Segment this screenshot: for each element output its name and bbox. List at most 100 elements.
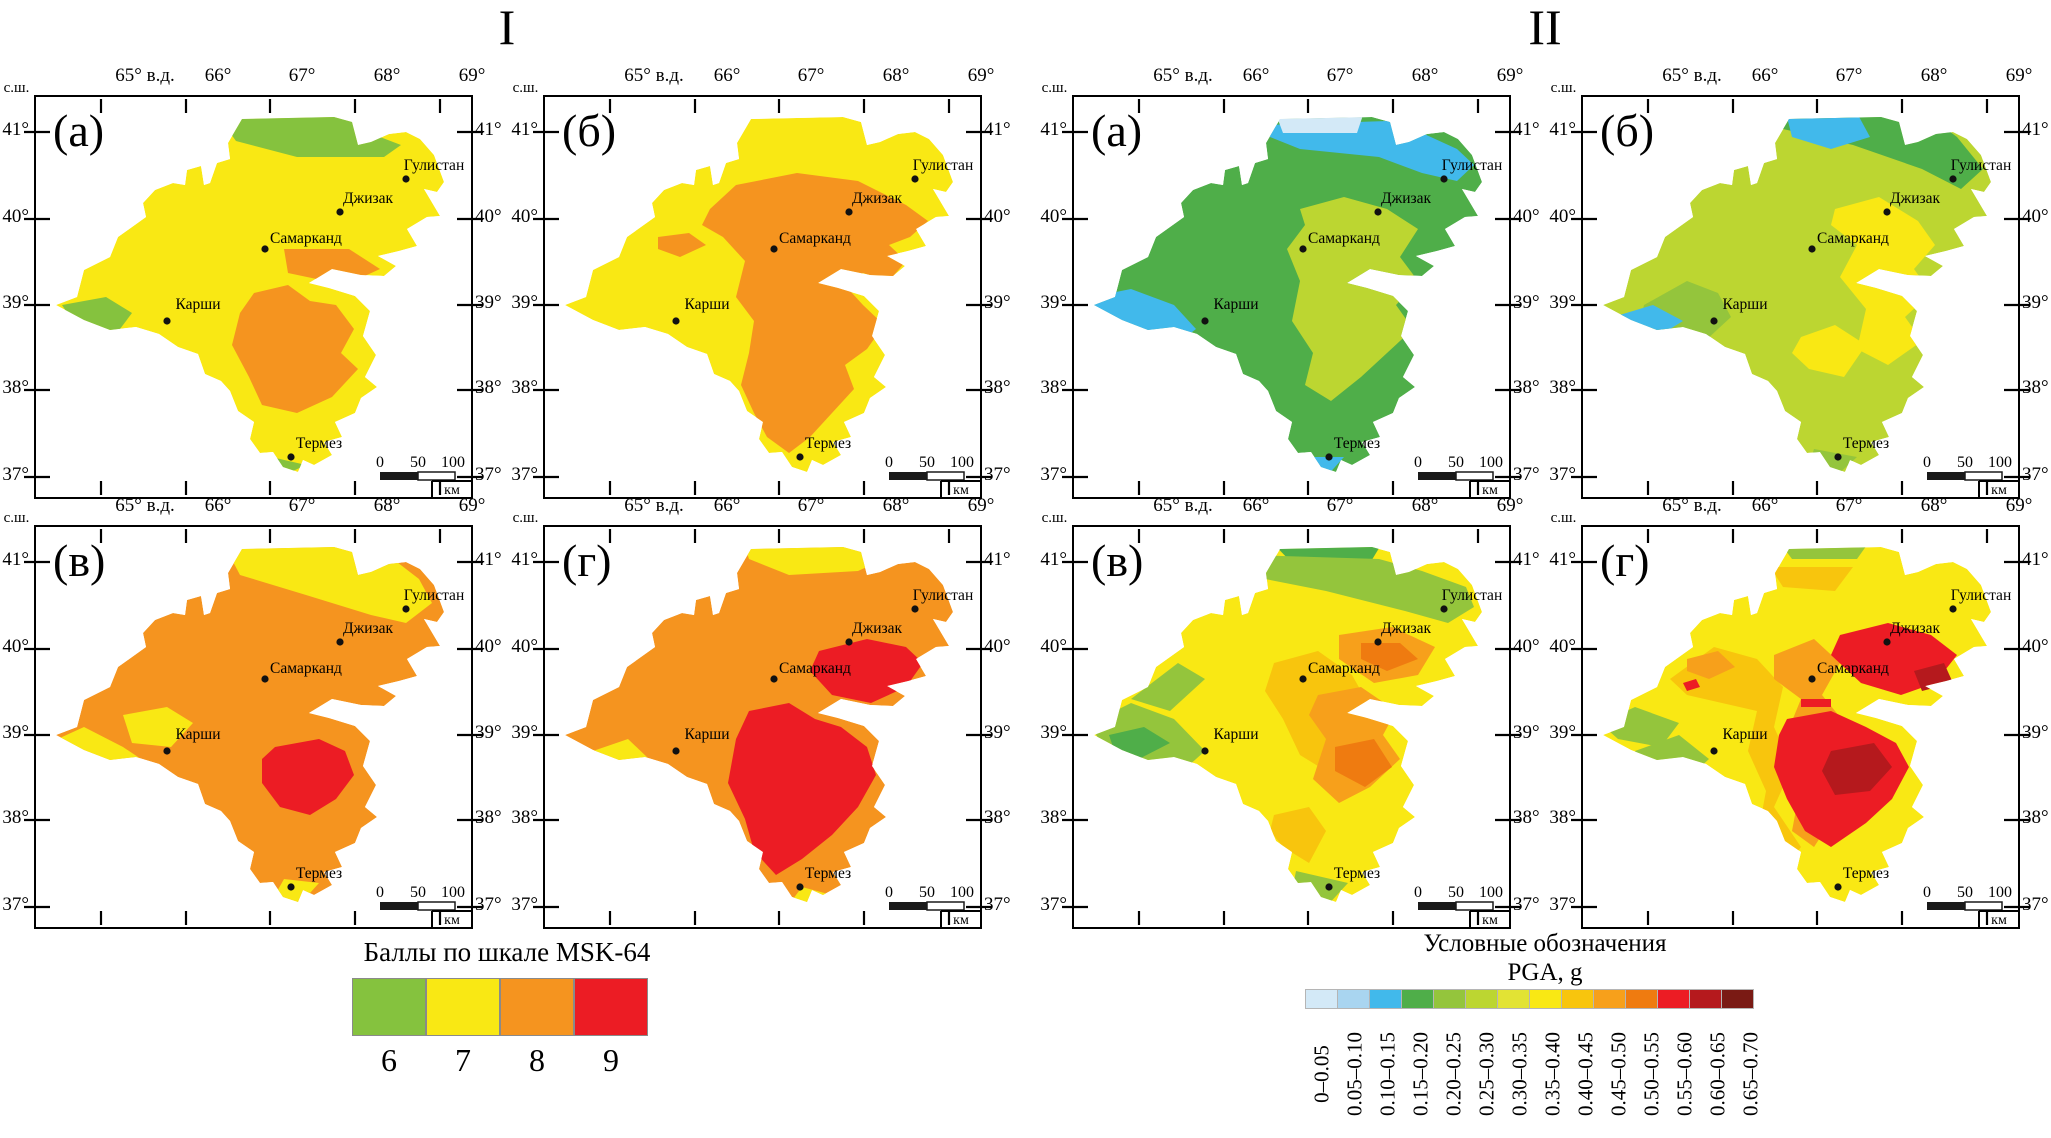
lat-tick-label-right: 38° <box>2022 377 2049 398</box>
city-marker <box>1949 605 1957 613</box>
lat-tick-label-left: 38° <box>1549 807 1576 828</box>
lon-tick-label: 66° <box>204 65 232 86</box>
scale-tick-label: 100 <box>441 884 465 901</box>
city-label: Карши <box>1214 296 1259 313</box>
lon-tick-label: 69° <box>1496 495 1524 516</box>
lon-tick-label: 67° <box>288 495 316 516</box>
panel-letter: (а) <box>1091 105 1142 156</box>
city-label: Карши <box>176 726 221 743</box>
city-marker <box>402 175 410 183</box>
map-zone <box>123 707 193 747</box>
map-region <box>1094 117 1482 472</box>
lat-tick-label-right: 41° <box>984 119 1011 140</box>
legend-swatch <box>1369 989 1402 1009</box>
lat-tick-label-left: 39° <box>2 722 29 743</box>
city-marker <box>770 245 778 253</box>
city-label: Гулистан <box>913 157 974 174</box>
map-zone <box>658 233 706 257</box>
lat-tick-label-left: 40° <box>511 206 538 227</box>
lat-tick-label-left: 39° <box>511 292 538 313</box>
group-I: I 65° в.д. 66° 67° 68° 69° с.ш. 41° 41° 40° 40° 39… <box>0 0 1014 1138</box>
map-zone <box>1774 547 1874 559</box>
city-label: Джизак <box>1890 190 1941 207</box>
map-zone <box>1305 457 1344 472</box>
city-label: Карши <box>1214 726 1259 743</box>
city-label: Самарканд <box>1308 230 1380 247</box>
city-label: Термез <box>296 865 342 882</box>
lat-tick-label-left: 37° <box>2 464 29 485</box>
map-zone <box>262 739 354 815</box>
lat-axis-corner-label: с.ш. <box>3 510 30 526</box>
legend-swatch <box>1465 989 1498 1009</box>
scale-tick-label: 0 <box>1414 884 1422 901</box>
lat-tick-label-left: 38° <box>1549 377 1576 398</box>
panel-letter: (г) <box>1600 535 1650 586</box>
city-label: Карши <box>1723 726 1768 743</box>
lon-tick-label: 67° <box>288 65 316 86</box>
city-label: Самарканд <box>779 230 851 247</box>
panel-letter: (в) <box>1091 535 1143 586</box>
lat-tick-label-right: 38° <box>1513 377 1540 398</box>
lat-tick-label-right: 40° <box>1513 206 1540 227</box>
lat-tick-label-right: 41° <box>475 119 502 140</box>
map-zone <box>1801 699 1831 707</box>
lat-tick-label-left: 38° <box>2 377 29 398</box>
city-marker <box>163 747 171 755</box>
scale-bar: 0 50 100 км <box>376 454 471 498</box>
lat-tick-label-left: 41° <box>511 549 538 570</box>
legend-value-label: 0.50–0.55 <box>1635 1012 1668 1136</box>
city-label: Карши <box>176 296 221 313</box>
map-panel-II-a: 65° в.д. 66° 67° 68° 69° с.ш. 41° 41° 40° 40° 39° 3… <box>1038 55 1543 503</box>
scale-tick-label: 100 <box>441 454 465 471</box>
lat-tick-label-right: 37° <box>1513 464 1540 485</box>
lon-tick-label: 67° <box>1326 495 1354 516</box>
legend-value-text: 0.35–0.40 <box>1540 1032 1564 1116</box>
lat-tick-label-left: 40° <box>511 636 538 657</box>
scale-unit-label: км <box>1991 913 2007 928</box>
map-zone <box>1792 325 1866 377</box>
lat-tick-label-right: 41° <box>1513 549 1540 570</box>
scale-tick-label: 50 <box>919 884 935 901</box>
map-region <box>56 117 444 472</box>
legend-swatch <box>1625 989 1658 1009</box>
legend-pga-title: Условные обозначения <box>1423 930 1667 957</box>
city-label: Карши <box>685 726 730 743</box>
city-marker <box>1808 245 1816 253</box>
panel-letter: (в) <box>53 535 105 586</box>
city-marker <box>1834 453 1842 461</box>
city-label: Джизак <box>1890 620 1941 637</box>
city-marker <box>1883 208 1891 216</box>
group-II-title: II <box>1528 0 1562 55</box>
lat-tick-label-left: 38° <box>511 377 538 398</box>
map-frame: (г) Гулистан Джизак Самарканд Карши Термез 0 50… <box>533 525 992 929</box>
lat-tick-label-left: 37° <box>1549 894 1576 915</box>
lat-tick-label-right: 40° <box>1513 636 1540 657</box>
map-canvas: (в) Гулистан Джизак Самарканд Карши Термез 0 50… <box>1062 529 1521 928</box>
city-label: Самарканд <box>270 660 342 677</box>
lat-tick-label-right: 41° <box>984 549 1011 570</box>
city-marker <box>911 175 919 183</box>
lat-tick-label-right: 37° <box>2022 464 2049 485</box>
lat-tick-label-right: 40° <box>475 206 502 227</box>
city-marker <box>672 747 680 755</box>
city-label: Гулистан <box>404 157 465 174</box>
lat-tick-label-right: 40° <box>984 206 1011 227</box>
lon-tick-label: 65° в.д. <box>624 65 684 86</box>
lat-tick-label-right: 39° <box>475 292 502 313</box>
lat-tick-label-right: 37° <box>2022 894 2049 915</box>
scale-bar: 0 50 100 км <box>1923 454 2018 498</box>
scale-unit-label: км <box>444 483 460 498</box>
legend-value-label: 0.10–0.15 <box>1371 1012 1404 1136</box>
map-zone <box>1131 663 1205 711</box>
city-marker <box>1201 317 1209 325</box>
legend-value-label: 0.60–0.65 <box>1701 1012 1734 1136</box>
city-label: Джизак <box>852 190 903 207</box>
lon-tick-label: 65° в.д. <box>1153 495 1213 516</box>
city-label: Гулистан <box>913 587 974 604</box>
scale-tick-label: 0 <box>1414 454 1422 471</box>
map-zone <box>275 879 319 902</box>
legend-swatch <box>1497 989 1530 1009</box>
map-canvas: (б) Гулистан Джизак Самарканд Карши Термез 0 50… <box>533 99 992 498</box>
legend-swatch <box>426 978 500 1036</box>
city-label: Джизак <box>343 620 394 637</box>
